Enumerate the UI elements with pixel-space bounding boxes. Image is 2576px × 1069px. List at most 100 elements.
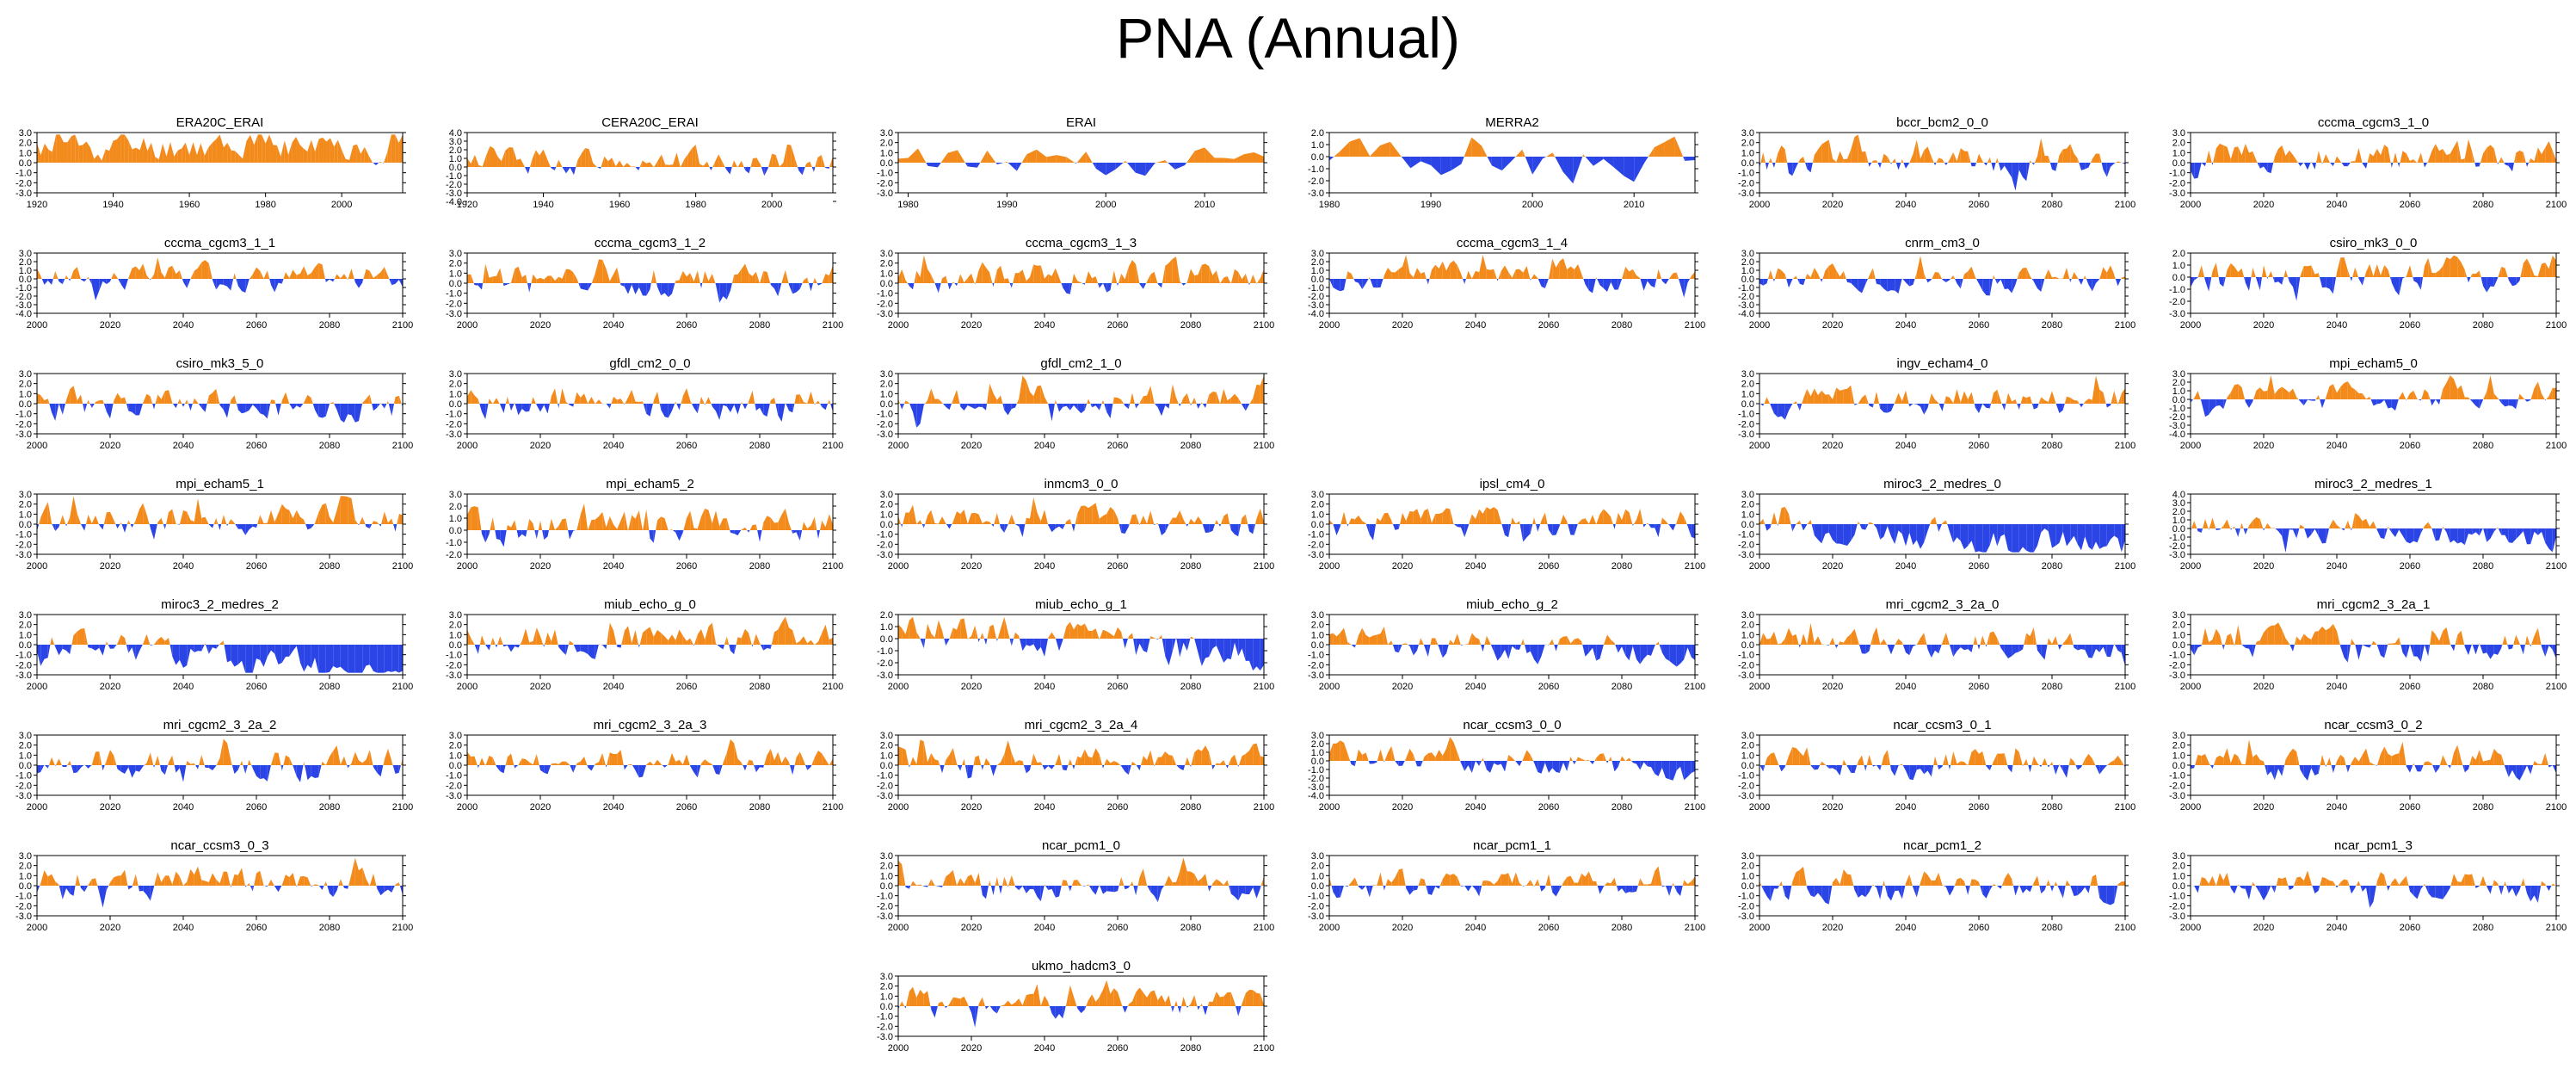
area-segment xyxy=(1803,279,1806,286)
area-segment xyxy=(391,518,394,524)
area-segment xyxy=(2542,263,2546,277)
area-segment xyxy=(485,263,490,283)
area-segment xyxy=(1821,141,1826,163)
x-tick-label: 2100 xyxy=(2115,320,2135,331)
area-segment xyxy=(1567,521,1568,524)
area-segment xyxy=(913,616,917,639)
area-segment xyxy=(1202,524,1205,534)
area-segment xyxy=(1191,269,1195,283)
area-segment xyxy=(1030,639,1034,646)
x-tick-label: 2040 xyxy=(1895,441,1916,451)
area-segment xyxy=(1190,636,1191,639)
area-segment xyxy=(975,270,979,283)
area-segment xyxy=(551,763,552,765)
y-tick-label: 0.0 xyxy=(19,640,32,651)
area-segment xyxy=(767,749,771,765)
area-segment xyxy=(2038,397,2042,404)
area-segment xyxy=(1110,283,1112,290)
area-segment xyxy=(1420,637,1424,645)
area-segment xyxy=(1490,643,1491,645)
area-segment xyxy=(2402,151,2407,163)
area-segment xyxy=(1778,508,1782,524)
area-segment xyxy=(1336,524,1340,536)
panel-miub_echo_g_0: miub_echo_g_03.02.01.00.0-1.0-2.0-3.0200… xyxy=(446,597,843,692)
area-segment xyxy=(971,404,976,410)
area-segment xyxy=(1063,404,1067,408)
area-segment xyxy=(161,636,165,645)
area-segment xyxy=(2527,399,2531,402)
area-segment xyxy=(2070,144,2074,163)
area-segment xyxy=(705,397,709,404)
area-segment xyxy=(752,524,756,530)
area-segment xyxy=(558,519,563,530)
area-segment xyxy=(37,143,41,163)
area-segment xyxy=(769,399,771,404)
area-segment xyxy=(905,280,908,283)
area-segment xyxy=(1781,145,1785,163)
area-segment xyxy=(1260,269,1264,283)
area-segment xyxy=(952,281,953,283)
area-segment xyxy=(1004,524,1008,533)
x-tick-label: 2060 xyxy=(1969,561,1989,572)
area-segment xyxy=(1245,639,1249,661)
area-segment xyxy=(1924,146,1928,163)
area-segment xyxy=(2218,277,2220,284)
area-segment xyxy=(183,645,188,668)
y-tick-label: 3.0 xyxy=(880,369,893,380)
area-segment xyxy=(2430,630,2432,645)
area-segment xyxy=(1836,524,1840,544)
area-segment xyxy=(1145,163,1156,176)
area-segment xyxy=(2430,399,2432,406)
x-tick-label: 2080 xyxy=(319,561,340,572)
area-segment xyxy=(2114,645,2118,651)
area-segment xyxy=(293,645,297,652)
area-segment xyxy=(980,633,983,639)
area-segment xyxy=(526,628,530,645)
area-segment xyxy=(952,399,953,404)
area-segment xyxy=(479,404,482,412)
area-segment xyxy=(208,645,213,654)
area-segment xyxy=(1077,623,1082,639)
area-segment xyxy=(2055,163,2058,171)
area-segment xyxy=(1792,401,1796,404)
area-segment xyxy=(1774,512,1778,524)
area-segment xyxy=(1862,279,1866,294)
area-segment xyxy=(580,283,584,290)
area-segment xyxy=(996,639,998,642)
area-segment xyxy=(1532,157,1543,175)
area-segment xyxy=(263,522,268,524)
area-segment xyxy=(527,283,530,294)
area-segment xyxy=(2329,519,2333,528)
area-segment xyxy=(1843,388,1847,404)
area-segment xyxy=(1040,510,1045,524)
x-tick-label: 2100 xyxy=(823,320,843,331)
area-segment xyxy=(1168,517,1173,524)
area-segment xyxy=(219,404,224,411)
area-segment xyxy=(242,645,246,673)
area-segment xyxy=(252,404,256,409)
area-segment xyxy=(942,516,946,524)
area-segment xyxy=(507,645,511,652)
area-segment xyxy=(234,395,237,404)
area-segment xyxy=(726,283,730,300)
area-segment xyxy=(71,134,76,163)
area-segment xyxy=(620,750,624,765)
area-segment xyxy=(2223,519,2228,528)
area-segment xyxy=(612,158,616,167)
area-segment xyxy=(1836,270,1840,279)
area-segment xyxy=(1066,404,1070,411)
area-segment xyxy=(547,632,552,645)
area-segment xyxy=(351,497,355,524)
area-segment xyxy=(114,272,118,279)
area-segment xyxy=(2300,265,2304,277)
area-segment xyxy=(1004,278,1008,283)
area-segment xyxy=(901,524,903,528)
area-segment xyxy=(474,645,478,654)
area-segment xyxy=(271,399,275,404)
x-tick-label: 2020 xyxy=(530,320,551,331)
area-segment xyxy=(204,643,206,645)
area-segment xyxy=(139,138,144,163)
area-segment xyxy=(697,516,701,530)
area-segment xyxy=(359,760,363,765)
area-segment xyxy=(2264,627,2268,645)
